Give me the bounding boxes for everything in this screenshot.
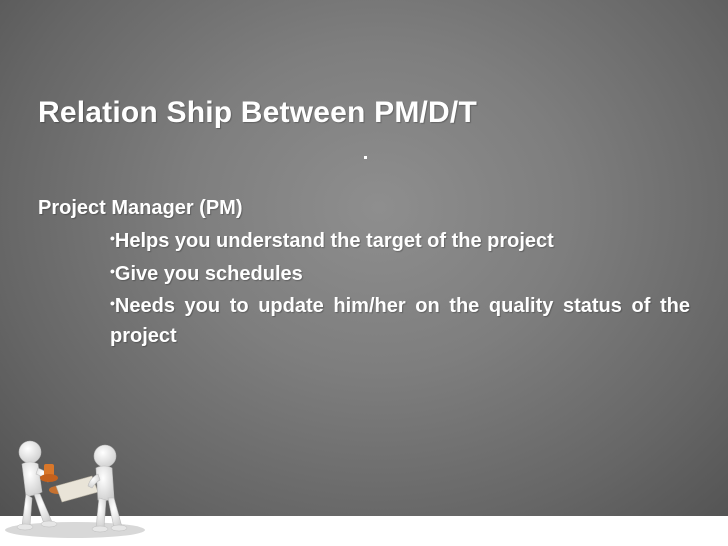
bullet-item: •Needs you to update him/her on the qual… [110,289,690,351]
slide-title: Relation Ship Between PM/D/T [38,96,477,129]
bullet-icon: • [110,230,115,246]
bullet-icon: • [110,262,115,279]
bullet-text: Needs you to update him/her on the quali… [110,295,690,347]
bullet-item: •Helps you understand the target of the … [110,224,690,257]
bullet-item: •Give you schedules [110,257,690,290]
bullet-icon: • [110,295,115,311]
bullet-text: Give you schedules [114,262,303,285]
bullet-text: Helps you understand the target of the p… [114,230,554,252]
decorative-dot [364,156,367,159]
section-heading: Project Manager (PM) [38,197,243,219]
bullet-list: •Helps you understand the target of the … [110,224,690,351]
two-people-stamping-document-icon [5,440,145,538]
